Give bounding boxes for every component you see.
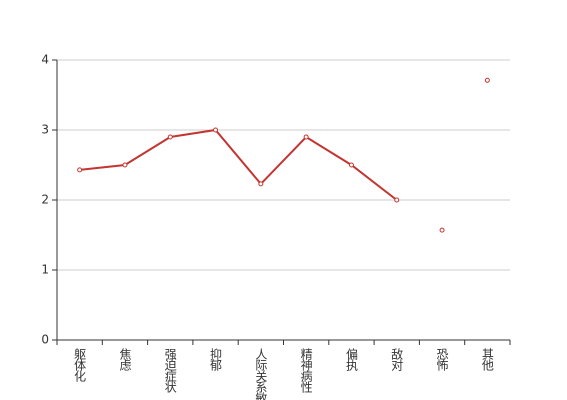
y-tick-label: 0 (41, 333, 49, 347)
point (167, 134, 173, 140)
x-tick-label: 偏执 (344, 347, 358, 372)
point (213, 127, 219, 133)
y-tick-label: 2 (41, 193, 49, 207)
y-tick-label: 1 (41, 263, 49, 277)
point (348, 162, 354, 168)
point (122, 162, 128, 168)
x-tick-label: 焦虑 (118, 348, 132, 371)
point (303, 134, 309, 140)
y-tick-label: 3 (41, 123, 49, 137)
point (77, 167, 83, 173)
x-tick-label: 抑郁 (209, 347, 223, 372)
series-line (79, 128, 398, 201)
x-tick-label: 敌对 (390, 347, 404, 371)
x-tick-label: 其他 (480, 348, 494, 371)
x-tick-label: 躯体化 (73, 347, 87, 383)
x-tick-label: 强迫症状 (163, 348, 177, 393)
point (394, 197, 400, 203)
point (484, 77, 490, 83)
x-tick-label: 精神病性 (299, 348, 313, 394)
x-tick-label: 恐怖 (435, 348, 449, 371)
x-tick-label: 人际关系敏感 (254, 348, 268, 400)
y-tick-label: 4 (41, 53, 49, 67)
point (258, 181, 264, 187)
point (439, 227, 445, 233)
